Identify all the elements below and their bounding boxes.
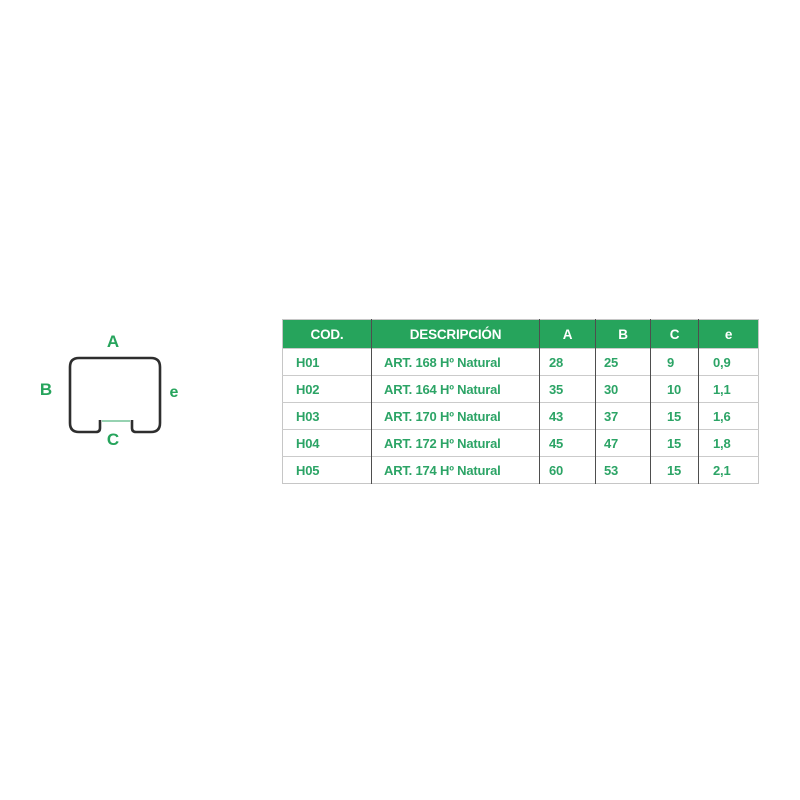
col-header-descripcion: DESCRIPCIÓN	[371, 319, 540, 349]
spec-table: COD. DESCRIPCIÓN A B C e H01 ART. 168 Hº…	[282, 319, 759, 484]
col-header-b: B	[595, 319, 651, 349]
cell-e: 1,6	[698, 402, 759, 430]
profile-diagram: A B e C	[40, 332, 179, 449]
col-header-cod: COD.	[282, 319, 372, 349]
cell-b: 53	[595, 456, 651, 484]
cell-cod: H05	[282, 456, 372, 484]
dim-label-b: B	[40, 380, 52, 399]
cell-a: 45	[539, 429, 596, 457]
col-header-a: A	[539, 319, 596, 349]
cell-a: 43	[539, 402, 596, 430]
cell-b: 30	[595, 375, 651, 403]
cell-a: 35	[539, 375, 596, 403]
table-row: H03 ART. 170 Hº Natural 43 37 15 1,6	[282, 402, 759, 430]
cell-c: 10	[650, 375, 699, 403]
cell-c: 9	[650, 348, 699, 376]
cell-descripcion: ART. 172 Hº Natural	[371, 429, 540, 457]
profile-outline	[68, 356, 162, 434]
cell-b: 25	[595, 348, 651, 376]
dim-label-a: A	[107, 332, 119, 351]
cell-c: 15	[650, 429, 699, 457]
table-row: H02 ART. 164 Hº Natural 35 30 10 1,1	[282, 375, 759, 403]
col-header-c: C	[650, 319, 699, 349]
cell-descripcion: ART. 164 Hº Natural	[371, 375, 540, 403]
table-row: H01 ART. 168 Hº Natural 28 25 9 0,9	[282, 348, 759, 376]
cell-cod: H03	[282, 402, 372, 430]
dim-label-e: e	[170, 384, 179, 401]
cell-b: 47	[595, 429, 651, 457]
table-row: H04 ART. 172 Hº Natural 45 47 15 1,8	[282, 429, 759, 457]
cell-c: 15	[650, 456, 699, 484]
cell-e: 1,8	[698, 429, 759, 457]
table-row: H05 ART. 174 Hº Natural 60 53 15 2,1	[282, 456, 759, 484]
cell-e: 1,1	[698, 375, 759, 403]
cell-descripcion: ART. 168 Hº Natural	[371, 348, 540, 376]
table-header-row: COD. DESCRIPCIÓN A B C e	[282, 319, 759, 349]
cell-a: 60	[539, 456, 596, 484]
cell-e: 0,9	[698, 348, 759, 376]
cell-c: 15	[650, 402, 699, 430]
cell-cod: H04	[282, 429, 372, 457]
cell-descripcion: ART. 174 Hº Natural	[371, 456, 540, 484]
cell-a: 28	[539, 348, 596, 376]
dim-label-c: C	[107, 430, 119, 449]
cell-b: 37	[595, 402, 651, 430]
cell-descripcion: ART. 170 Hº Natural	[371, 402, 540, 430]
cell-cod: H02	[282, 375, 372, 403]
col-header-e: e	[698, 319, 759, 349]
cell-e: 2,1	[698, 456, 759, 484]
cell-cod: H01	[282, 348, 372, 376]
